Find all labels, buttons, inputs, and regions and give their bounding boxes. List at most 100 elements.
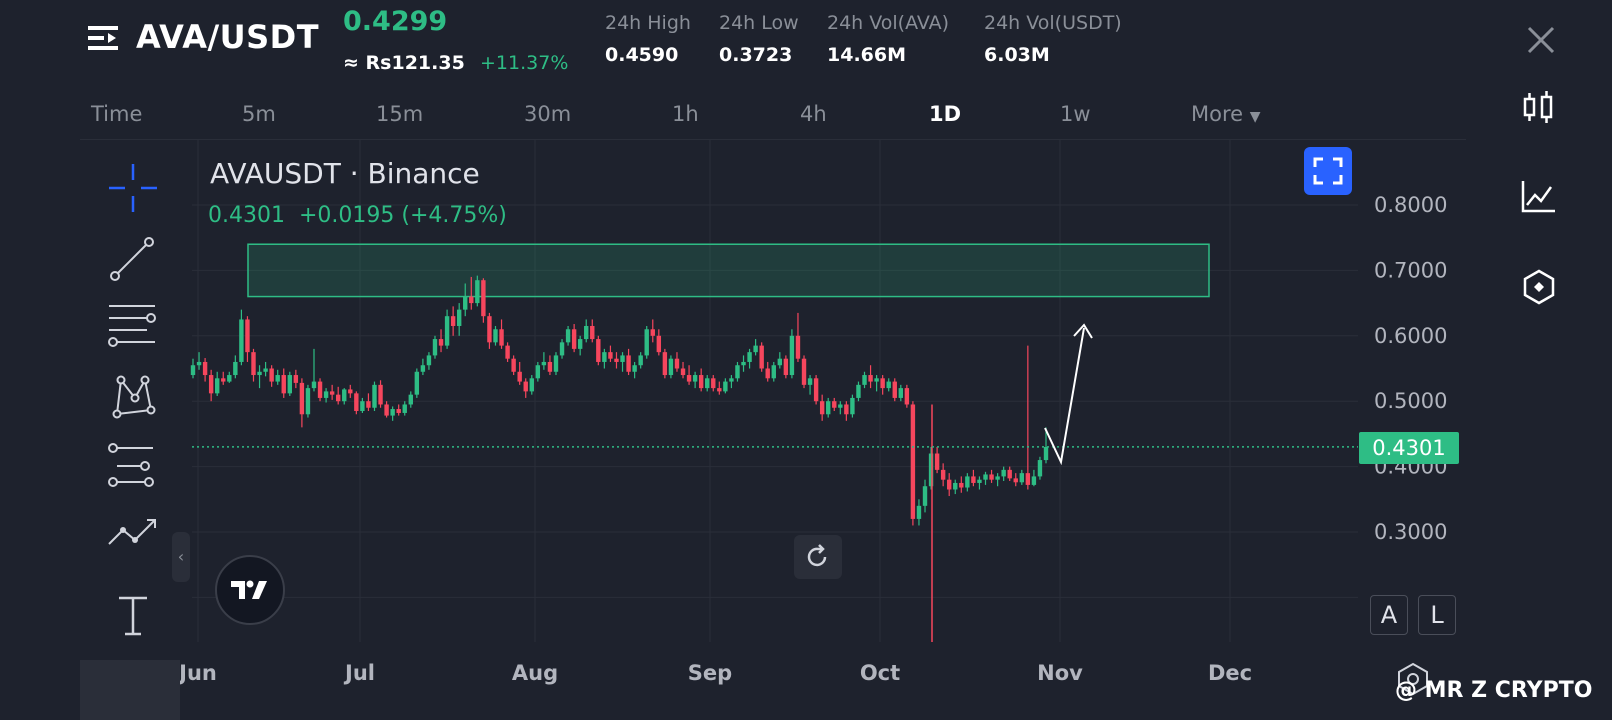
candle-body [868,375,873,382]
tradingview-logo[interactable] [215,555,285,625]
stat-label-vol-usdt: 24h Vol(USDT) [984,12,1122,34]
candle-body [390,409,395,416]
candle-body [807,378,813,385]
candle-body [596,339,601,362]
candle-body [838,404,843,408]
candle-body [692,375,698,382]
candle-body [819,401,825,415]
candle-body [450,316,456,326]
candle-body [1031,476,1037,485]
candle-body [565,329,571,343]
stat-label-low: 24h Low [719,12,799,34]
candle-body [529,378,534,392]
candle-body [983,474,988,480]
candle-body [904,388,910,405]
tab-1d[interactable]: 1D [929,102,962,126]
tab-15m[interactable]: 15m [376,102,424,126]
candle-body [414,371,420,395]
candle-body [1037,460,1043,477]
tab-4h[interactable]: 4h [800,102,827,126]
candle-body [1013,478,1018,483]
stat-value-high: 0.4590 [605,44,679,66]
candle-body [947,479,952,490]
fullscreen-button[interactable] [1304,147,1352,195]
reset-chart-button[interactable] [794,535,842,579]
tab-1w[interactable]: 1w [1060,102,1091,126]
x-tick-label: Sep [688,661,732,685]
projection-arrow [1044,323,1093,466]
path-arrow-icon[interactable] [105,510,161,566]
candle-body [813,378,819,402]
tab-5m[interactable]: 5m [242,102,276,126]
candle-body [208,375,214,394]
candle-body [862,375,867,385]
candle-body [354,393,359,412]
watermark-logo-icon [1398,662,1428,696]
trend-line-icon[interactable] [105,230,161,286]
candle-chart-icon[interactable] [1517,85,1561,129]
candle-body [233,361,238,376]
chart-ohlc-line: 0.4301 +0.0195 (+4.75%) [208,203,507,228]
candle-body [227,375,232,382]
candle-body [626,355,631,372]
resistance-zone [247,243,1210,298]
indicators-icon[interactable] [1517,175,1561,219]
candle-body [922,486,928,506]
tab-1h[interactable]: 1h [672,102,699,126]
candle-body [602,352,607,362]
tab-time[interactable]: Time [91,102,143,126]
collapse-toolbar-button[interactable]: ‹ [172,532,190,582]
pattern-icon[interactable] [105,370,161,426]
candle-body [535,365,541,379]
candle-body [499,329,504,346]
candle-body [335,394,341,402]
candle-body [1025,473,1031,485]
log-scale-button[interactable]: L [1418,595,1456,635]
candle-body [965,476,970,488]
candle-body [844,404,849,415]
text-tool-icon[interactable] [105,590,161,646]
candle-body [892,381,897,398]
candle-body [342,389,347,402]
candle-body [469,296,474,304]
candle-body [517,371,522,382]
candle-body [317,381,323,398]
y-tick-label: 0.7000 [1374,258,1447,282]
candle-body [245,319,250,353]
candle-body [275,375,280,382]
candle-body [263,368,268,372]
caret-down-icon: ▼ [1249,109,1261,125]
close-icon[interactable] [1525,24,1557,56]
candle-body [547,361,553,372]
menu-lines-icon[interactable] [88,22,122,56]
chart-symbol-label[interactable]: AVAUSDT · Binance [210,157,480,190]
candle-body [463,296,468,310]
crosshair-icon[interactable] [105,160,161,216]
x-tick-label: Dec [1208,661,1252,685]
trading-pair-title[interactable]: AVA/USDT [136,18,320,56]
tab-more[interactable]: More ▼ [1191,102,1261,126]
tab-30m[interactable]: 30m [524,102,572,126]
candle-body [196,361,202,366]
candle-body [723,381,728,392]
candle-body [977,479,982,483]
settings-hex-icon[interactable] [1517,265,1561,309]
candle-body [360,401,365,412]
candle-body [644,329,649,356]
fiat-price: ≈ Rs121.35 [343,52,465,74]
forecast-icon[interactable] [105,440,161,496]
auto-scale-button[interactable]: A [1370,595,1408,635]
candle-body [832,401,837,408]
candle-body [475,280,480,304]
candle-body [783,358,789,376]
candle-body [559,342,565,356]
candle-body [523,381,528,392]
candle-body [705,378,710,389]
fib-retracement-icon[interactable] [105,300,161,356]
candle-body [771,365,776,379]
candle-body [571,329,577,349]
last-price: 0.4299 [343,6,448,37]
candle-body [505,345,510,359]
